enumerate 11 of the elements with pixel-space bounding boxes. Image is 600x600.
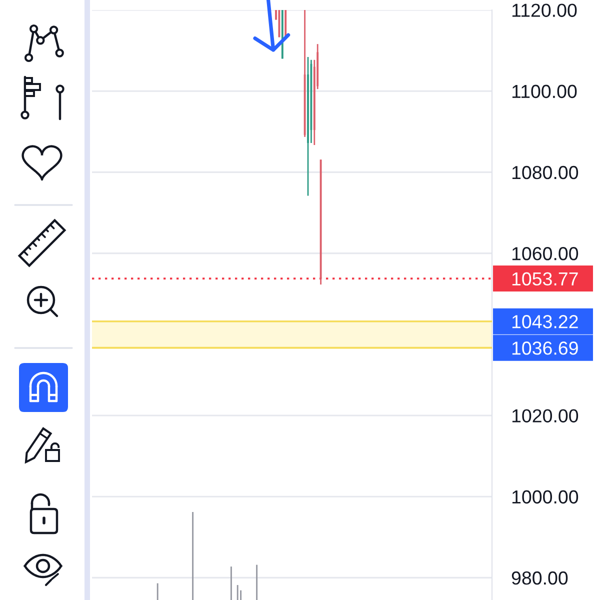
ref-line-label: 1043.22 xyxy=(512,315,578,328)
candlestick xyxy=(307,56,309,196)
y-tick-label: 1020.00 xyxy=(512,409,578,422)
y-tick-label: 1080.00 xyxy=(512,166,578,180)
y-tick-label: 1100.00 xyxy=(512,84,577,98)
y-tick-label: 1060.00 xyxy=(512,247,578,260)
ref-line-label: 1053.77 xyxy=(512,272,578,286)
y-tick-label: 1000.00 xyxy=(512,490,578,504)
ref-line-label: 1036.69 xyxy=(512,342,578,355)
y-tick-label: 1120.00 xyxy=(512,4,577,17)
y-tick-label: 980.00 xyxy=(512,571,568,585)
